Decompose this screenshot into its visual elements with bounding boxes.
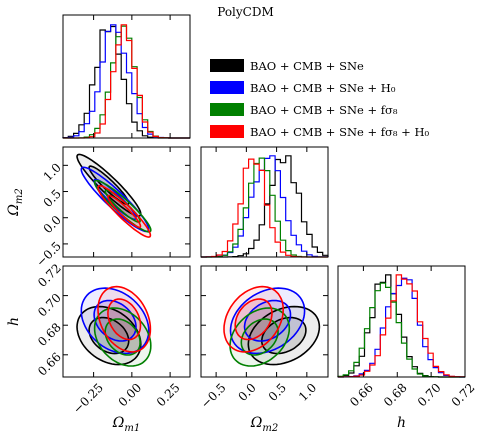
contour-line-2sigma bbox=[76, 153, 142, 217]
legend-item: BAO + CMB + SNe bbox=[210, 56, 429, 75]
legend-swatch bbox=[210, 81, 244, 94]
contour-line-1sigma bbox=[240, 318, 279, 356]
x-tick-label: 0.0 bbox=[235, 381, 258, 404]
contour-panel-om1-h bbox=[76, 285, 152, 367]
panel-frame bbox=[62, 146, 191, 258]
contour-line-1sigma bbox=[107, 194, 142, 229]
contour-fill bbox=[105, 319, 141, 355]
contour-line-1sigma bbox=[104, 318, 141, 356]
contour-fill bbox=[107, 299, 141, 340]
legend-label: BAO + CMB + SNe + fσ₈ bbox=[250, 102, 398, 117]
contour-line-2sigma bbox=[97, 185, 152, 238]
legend-swatch bbox=[210, 125, 244, 138]
axis-label: h bbox=[6, 317, 22, 326]
y-tick-label: 0.68 bbox=[35, 320, 64, 349]
legend-swatch bbox=[210, 103, 244, 116]
legend-label: BAO + CMB + SNe bbox=[250, 58, 364, 73]
legend-item: BAO + CMB + SNe + H₀ bbox=[210, 78, 429, 97]
x-tick-label: 0.00 bbox=[116, 381, 145, 410]
x-tick-label: 0.70 bbox=[415, 381, 444, 410]
legend: BAO + CMB + SNe BAO + CMB + SNe + H₀ BAO… bbox=[210, 56, 429, 144]
histogram-series bbox=[62, 25, 190, 139]
x-tick-label: 0.68 bbox=[381, 381, 410, 410]
contour-line-1sigma bbox=[243, 299, 292, 342]
y-tick-label: 1.0 bbox=[41, 160, 64, 183]
contour-line-1sigma bbox=[107, 298, 142, 341]
contour-line-2sigma bbox=[223, 285, 285, 353]
y-tick-label: 0.66 bbox=[35, 350, 64, 379]
panel-frame bbox=[62, 14, 191, 139]
y-tick-label: 0.5 bbox=[41, 187, 64, 210]
contour-line-1sigma bbox=[234, 298, 273, 341]
axis-label: Ωm1 bbox=[112, 415, 140, 434]
chart-title: PolyCDM bbox=[217, 5, 274, 19]
contour-fill bbox=[241, 319, 278, 355]
contour-line-1sigma bbox=[93, 299, 137, 342]
contour-fill bbox=[81, 167, 149, 232]
x-tick-label: 0.66 bbox=[347, 381, 376, 410]
legend-label: BAO + CMB + SNe + H₀ bbox=[250, 80, 396, 95]
legend-swatch bbox=[210, 59, 244, 72]
panel-frame bbox=[200, 265, 329, 378]
histogram-panel-om2 bbox=[201, 155, 329, 258]
histogram-series bbox=[338, 274, 466, 378]
x-tick-label: 0.5 bbox=[266, 381, 289, 404]
axis-label: Ωm2 bbox=[6, 188, 25, 216]
panel-frame bbox=[337, 265, 466, 378]
histogram-panel-h bbox=[337, 274, 466, 378]
panel-frame bbox=[200, 146, 329, 258]
contour-line-2sigma bbox=[93, 307, 152, 367]
x-tick-label: 0.25 bbox=[154, 381, 183, 410]
y-tick-label: −0.5 bbox=[33, 239, 64, 270]
legend-item: BAO + CMB + SNe + fσ₈ + H₀ bbox=[210, 122, 429, 141]
histogram-panel-om1 bbox=[62, 24, 190, 139]
panel-frame bbox=[62, 265, 191, 378]
x-tick-label: 1.0 bbox=[296, 381, 319, 404]
contour-panel-om2-h bbox=[223, 285, 321, 367]
x-tick-label: 0.72 bbox=[449, 381, 478, 410]
contour-line-2sigma bbox=[247, 305, 321, 366]
x-tick-label: −0.25 bbox=[70, 381, 106, 417]
y-tick-label: 0.0 bbox=[41, 213, 64, 236]
contour-line-2sigma bbox=[97, 285, 152, 353]
y-tick-label: 0.70 bbox=[35, 291, 64, 320]
x-tick-label: −0.5 bbox=[198, 381, 229, 412]
contour-line-2sigma bbox=[76, 305, 142, 366]
histogram-series bbox=[337, 282, 465, 378]
contour-panel-om1-om2 bbox=[76, 153, 152, 238]
axis-label: Ωm2 bbox=[250, 415, 278, 434]
legend-label: BAO + CMB + SNe + fσ₈ + H₀ bbox=[250, 124, 430, 139]
axis-label: h bbox=[397, 415, 406, 431]
legend-item: BAO + CMB + SNe + fσ₈ bbox=[210, 100, 429, 119]
